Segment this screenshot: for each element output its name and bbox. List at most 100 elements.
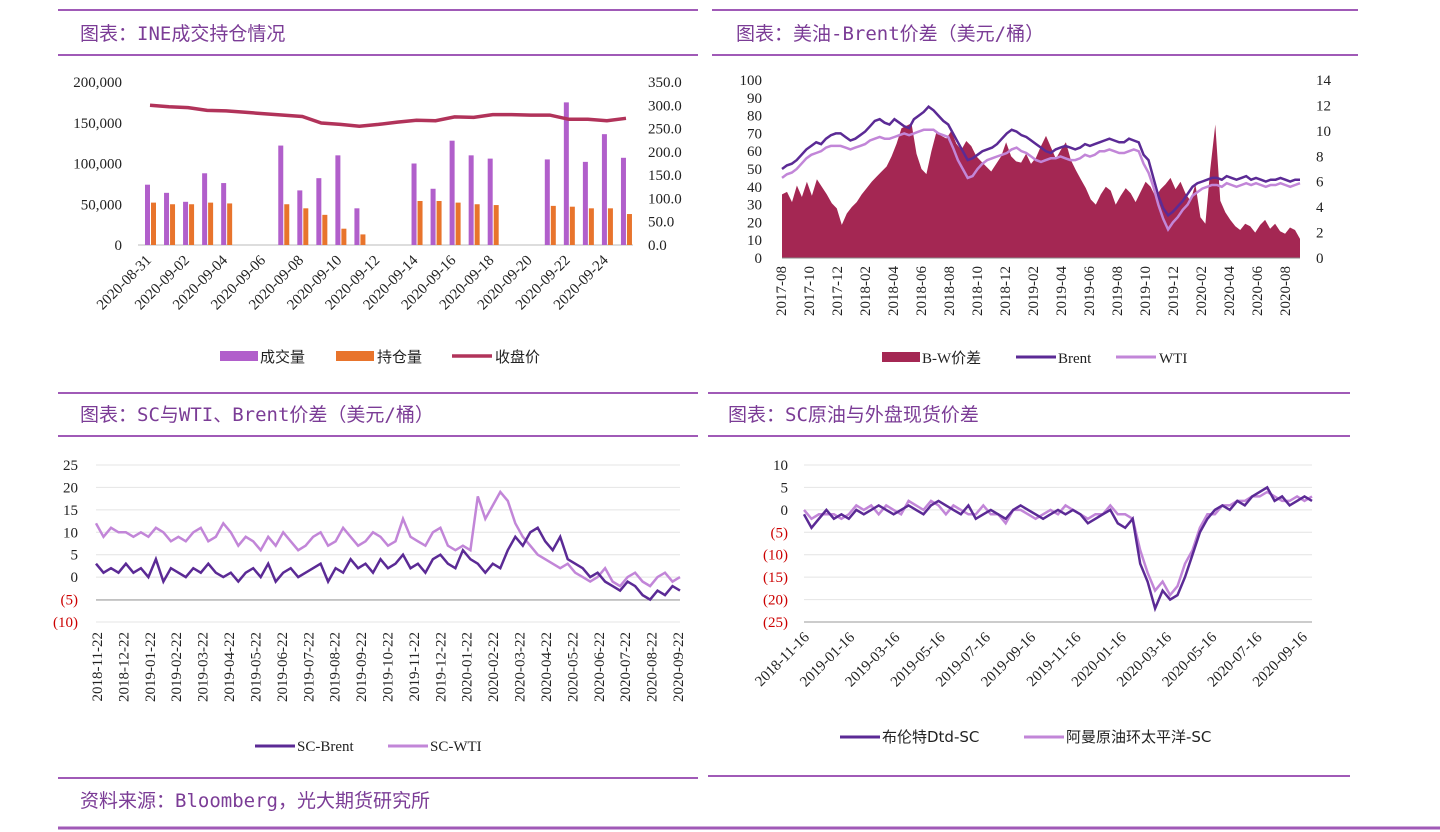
open-interest-bar — [151, 202, 156, 245]
brent-line — [781, 105, 1300, 218]
volume-bar — [487, 158, 493, 245]
series-line-1 — [95, 526, 681, 602]
legend-swatch-oi — [336, 351, 374, 361]
y2-tick-label: 4 — [1316, 200, 1324, 216]
open-interest-bar — [607, 208, 613, 245]
x-tick-label: 2018-11-22 — [90, 632, 106, 701]
x-tick-label: 2019-01-22 — [143, 632, 159, 702]
legend-label-oi: 持仓量 — [377, 348, 422, 366]
y-tick-label: 10 — [773, 458, 788, 474]
x-tick-label: 2019-12-22 — [433, 632, 449, 702]
open-interest-bar — [626, 214, 632, 245]
x-tick-label: 2019-06-22 — [275, 632, 291, 702]
y-tick-label: 200,000 — [73, 75, 122, 91]
x-tick-label: 2019-03-22 — [196, 632, 212, 702]
volume-bar — [430, 188, 436, 245]
y2-tick-label: 150.0 — [648, 168, 682, 184]
y-tick-label: (5) — [61, 593, 79, 609]
y-tick-label: 80 — [747, 109, 762, 125]
series-line-1 — [802, 485, 1313, 613]
y-tick-label: 100,000 — [73, 157, 122, 173]
open-interest-bar — [322, 214, 328, 245]
y-tick-label: 90 — [747, 91, 762, 107]
x-tick-label: 2020-03-22 — [513, 632, 529, 702]
y2-tick-label: 300.0 — [648, 98, 682, 114]
open-interest-bar — [341, 228, 347, 245]
y-tick-label: 70 — [747, 126, 762, 142]
open-interest-bar — [588, 208, 594, 245]
open-interest-bar — [493, 205, 499, 245]
legend-label-volume: 成交量 — [260, 348, 305, 366]
x-tick-label: 2019-09-22 — [354, 632, 370, 702]
x-tick-label: 2017-12 — [830, 266, 846, 316]
x-tick-label: 2020-09-22 — [671, 632, 687, 702]
x-tick-label: 2019-08-22 — [328, 632, 344, 702]
y2-tick-label: 0 — [1316, 251, 1324, 267]
legend-label-1: 布伦特Dtd-SC — [882, 728, 979, 746]
x-tick-label: 2019-02-22 — [169, 632, 185, 702]
open-interest-bar — [455, 202, 461, 245]
x-tick-label: 2018-12 — [998, 266, 1014, 316]
x-tick-label: 2018-02 — [858, 266, 874, 316]
y2-tick-label: 250.0 — [648, 122, 682, 138]
chart3-sc-spread: (10) (5) 0 5 10 15 20 25 2018-11-22 2018-12-22 201… — [53, 458, 687, 755]
volume-bar — [145, 184, 150, 245]
open-interest-bar — [436, 200, 442, 245]
y2-tick-label: 200.0 — [648, 145, 682, 161]
x-tick-label: 2020-04-22 — [539, 632, 555, 702]
x-tick-label: 2020-07-22 — [618, 632, 634, 702]
bw-spread-area — [782, 123, 1300, 258]
y-tick-label: (15) — [763, 570, 788, 586]
chart4-title: 图表：SC原油与外盘现货价差 — [728, 404, 979, 426]
x-tick-label: 2019-04 — [1054, 266, 1070, 316]
x-tick-label: 2018-04 — [886, 266, 902, 316]
y-tick-label: 5 — [781, 480, 789, 496]
open-interest-bar — [284, 204, 290, 245]
y-tick-label: 20 — [747, 215, 762, 231]
y2-tick-label: 50.0 — [648, 215, 674, 231]
volume-bar — [582, 161, 588, 245]
x-tick-label: 2019-07-22 — [301, 632, 317, 702]
volume-bar — [620, 157, 626, 245]
volume-bar — [449, 140, 455, 245]
x-tick-label: 2019-06 — [1082, 266, 1098, 316]
y2-tick-label: 0.0 — [648, 238, 667, 254]
legend-label-brent: Brent — [1058, 351, 1092, 367]
y-tick-label: 150,000 — [73, 116, 122, 132]
x-tick-label: 2019-05-22 — [248, 632, 264, 702]
x-tick-label: 2017-08 — [774, 266, 790, 316]
y-tick-label: 50 — [747, 162, 762, 178]
volume-bar — [164, 192, 170, 245]
open-interest-bar — [360, 234, 366, 245]
open-interest-bar — [303, 208, 309, 245]
x-tick-label: 2020-01-22 — [460, 632, 476, 702]
chart2-brent-wti-spread: 0102030405060708090100024681012142017-08… — [740, 73, 1332, 367]
x-tick-label: 2019-11-22 — [407, 632, 423, 701]
chart1-title: 图表：INE成交持仓情况 — [80, 23, 285, 45]
volume-bar — [544, 159, 550, 245]
volume-bar — [601, 134, 607, 245]
y-tick-label: 20 — [63, 480, 78, 496]
open-interest-bar — [474, 204, 480, 245]
y-tick-label: 100 — [740, 73, 763, 89]
y-tick-label: 0 — [755, 251, 763, 267]
x-tick-label: 2018-10 — [970, 266, 986, 316]
y-tick-label: 0 — [115, 238, 123, 254]
x-tick-label: 2020-06-22 — [592, 632, 608, 702]
x-tick-label: 2019-08 — [1110, 266, 1126, 316]
close-price-line — [149, 103, 627, 128]
y-tick-label: 10 — [63, 525, 78, 541]
x-tick-label: 2019-02 — [1026, 266, 1042, 316]
y-tick-label: 15 — [63, 503, 78, 519]
x-tick-label: 2019-04-22 — [222, 632, 238, 702]
x-tick-label: 2018-12-22 — [116, 632, 132, 702]
y-tick-label: (10) — [763, 548, 788, 564]
volume-bar — [183, 201, 189, 245]
y2-tick-label: 100.0 — [648, 191, 682, 207]
volume-bar — [335, 155, 341, 245]
y-tick-label: 30 — [747, 198, 762, 214]
volume-bar — [278, 145, 284, 245]
x-tick-label: 2017-10 — [802, 266, 818, 316]
